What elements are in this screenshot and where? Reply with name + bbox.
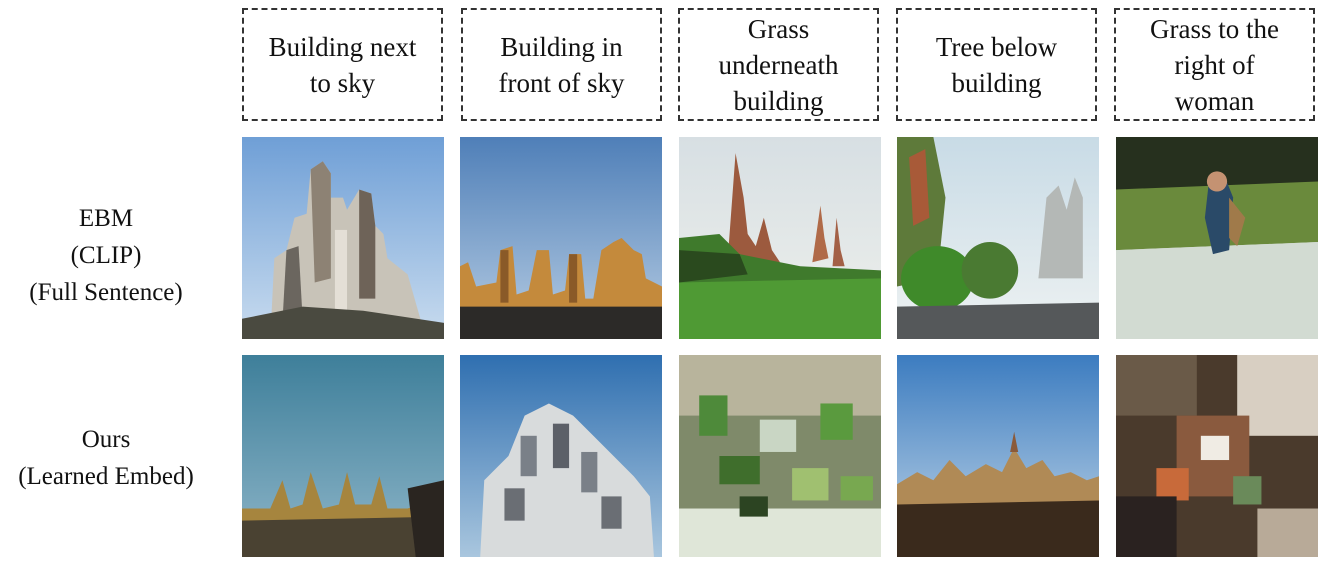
- image-ebm-tree-below-building: [897, 137, 1099, 339]
- prompt-box-4: Tree below building: [896, 8, 1097, 121]
- prompt-box-2: Building in front of sky: [461, 8, 662, 121]
- prompt-box-5: Grass to the right of woman: [1114, 8, 1315, 121]
- prompt-box-1: Building next to sky: [242, 8, 443, 121]
- image-ebm-grass-underneath-building: [679, 137, 881, 339]
- image-ebm-grass-right-of-woman: [1116, 137, 1318, 339]
- image-ours-grass-right-of-woman: [1116, 355, 1318, 557]
- image-ours-building-next-to-sky: [242, 355, 444, 557]
- row-label-ebm: EBM (CLIP) (Full Sentence): [29, 205, 183, 306]
- prompt-box-3: Grass underneath building: [678, 8, 879, 121]
- image-ours-grass-underneath-building: [679, 355, 881, 557]
- row-label-ours: Ours (Learned Embed): [18, 426, 194, 490]
- image-ours-tree-below-building: [897, 355, 1099, 557]
- image-ebm-building-in-front-of-sky: [460, 137, 662, 339]
- image-ebm-building-next-to-sky: [242, 137, 444, 339]
- image-ours-building-in-front-of-sky: [460, 355, 662, 557]
